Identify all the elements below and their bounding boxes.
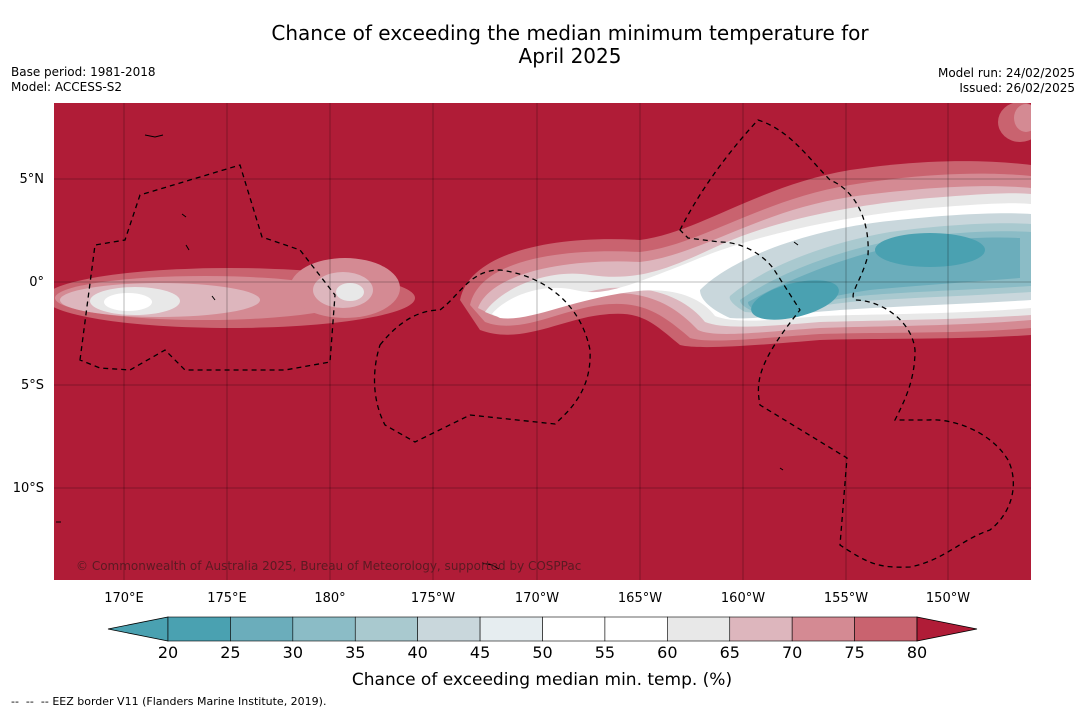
meta-right: Model run: 24/02/2025 Issued: 26/02/2025 [938,66,1075,96]
base-period: Base period: 1981-2018 [11,65,156,79]
lon-tick-170e: 170°E [104,591,144,606]
eez-legend-text: EEZ border V11 (Flanders Marine Institut… [52,695,327,708]
dash-sample: -- -- -- [11,695,49,708]
lon-tick-165w: 165°W [618,591,662,606]
model-name: Model: ACCESS-S2 [11,80,123,94]
colorbar-segment [417,616,481,642]
colorbar-tick-label: 40 [407,643,427,662]
anomaly-field: © Commonwealth of Australia 2025, Bureau… [54,103,1031,580]
graticule [54,103,1031,580]
colorbar-tick-label: 25 [220,643,240,662]
lat-tick-0: 0° [29,275,44,290]
colorbar-segment [604,616,668,642]
lat-tick-5n: 5°N [20,172,45,187]
issued-date: Issued: 26/02/2025 [959,81,1075,95]
colorbar-segment [667,616,731,642]
colorbar-segment [354,616,418,642]
eez-legend: -- -- -- EEZ border V11 (Flanders Marine… [11,695,326,708]
title-line-1: Chance of exceeding the median minimum t… [271,21,869,45]
latitude-ticks: 5°N 0° 5°S 10°S [13,172,44,496]
colorbar-over-arrow [916,616,978,642]
chart-title: Chance of exceeding the median minimum t… [0,22,1085,68]
colorbar-segment [230,616,294,642]
colorbar-label: Chance of exceeding median min. temp. (%… [352,670,732,690]
meta-left: Base period: 1981-2018 Model: ACCESS-S2 [11,65,156,95]
region-north-east [998,103,1031,142]
lon-tick-175w: 175°W [411,591,455,606]
colorbar-tick-label: 45 [470,643,490,662]
colorbar-segment [167,616,231,642]
colorbar-tick-label: 65 [720,643,740,662]
colorbar-tick-label: 20 [158,643,178,662]
lat-tick-10s: 10°S [13,481,44,496]
colorbar-ticks: 20 25 30 35 40 45 50 55 60 65 70 75 80 [158,643,927,662]
colorbar-under-arrow [107,616,169,642]
lon-tick-155w: 155°W [824,591,868,606]
colorbar-tick-label: 55 [595,643,615,662]
colorbar-tick-label: 70 [782,643,802,662]
lon-tick-160w: 160°W [721,591,765,606]
colorbar: 20 25 30 35 40 45 50 55 60 65 70 75 80 Chance of exc… [107,616,978,690]
lon-tick-150w: 150°W [926,591,970,606]
colorbar-segment [791,616,855,642]
colorbar-segments [167,616,918,642]
model-run: Model run: 24/02/2025 [937,66,1075,80]
island-outlines [56,134,799,570]
lat-tick-5s: 5°S [21,378,44,393]
colorbar-tick-label: 75 [844,643,864,662]
colorbar-segment [542,616,606,642]
longitude-ticks: 170°E 175°E 180° 175°W 170°W 165°W 160°W… [104,591,970,606]
copyright-notice: © Commonwealth of Australia 2025, Bureau… [76,559,581,573]
eez-borders [79,119,1014,568]
colorbar-tick-label: 50 [532,643,552,662]
colorbar-tick-label: 60 [657,643,677,662]
colorbar-segment [854,616,918,642]
colorbar-tick-label: 35 [345,643,365,662]
colorbar-tick-label: 80 [907,643,927,662]
lon-tick-180: 180° [314,591,345,606]
colorbar-segment [292,616,356,642]
lon-tick-175e: 175°E [207,591,247,606]
colorbar-tick-label: 30 [283,643,303,662]
colorbar-segment [479,616,543,642]
lon-tick-170w: 170°W [515,591,559,606]
colorbar-segment [729,616,793,642]
region-central-band [460,161,1031,348]
title-line-2: April 2025 [518,44,622,68]
